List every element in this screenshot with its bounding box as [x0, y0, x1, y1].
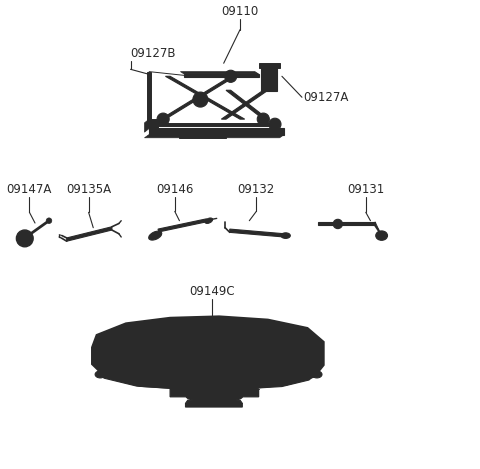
- Circle shape: [128, 323, 136, 331]
- Circle shape: [157, 113, 169, 125]
- Ellipse shape: [205, 218, 213, 223]
- Circle shape: [197, 96, 204, 103]
- Circle shape: [336, 222, 340, 226]
- Polygon shape: [104, 322, 311, 385]
- Polygon shape: [185, 400, 242, 407]
- Ellipse shape: [95, 348, 106, 356]
- Polygon shape: [161, 76, 235, 119]
- Polygon shape: [247, 333, 265, 344]
- Text: 09146: 09146: [156, 183, 193, 197]
- Ellipse shape: [281, 233, 290, 238]
- Text: 09149C: 09149C: [189, 285, 235, 297]
- Circle shape: [161, 117, 166, 121]
- Ellipse shape: [149, 231, 162, 240]
- Polygon shape: [180, 134, 226, 138]
- Polygon shape: [122, 338, 158, 363]
- Circle shape: [46, 218, 52, 224]
- Polygon shape: [165, 341, 216, 357]
- Polygon shape: [98, 366, 318, 389]
- Text: 09127A: 09127A: [303, 91, 348, 104]
- Polygon shape: [92, 316, 324, 389]
- Polygon shape: [158, 123, 275, 126]
- Polygon shape: [67, 227, 112, 241]
- Polygon shape: [226, 90, 268, 119]
- Circle shape: [228, 74, 233, 79]
- Ellipse shape: [186, 392, 242, 402]
- Text: 09131: 09131: [347, 183, 384, 197]
- Text: 09135A: 09135A: [66, 183, 111, 197]
- Text: 09147A: 09147A: [7, 183, 52, 197]
- Polygon shape: [113, 328, 300, 379]
- Polygon shape: [149, 129, 284, 135]
- Polygon shape: [261, 66, 277, 91]
- Circle shape: [21, 234, 29, 242]
- Polygon shape: [318, 222, 375, 226]
- Ellipse shape: [312, 348, 322, 356]
- Circle shape: [269, 118, 281, 130]
- Ellipse shape: [312, 371, 322, 378]
- Polygon shape: [149, 119, 158, 129]
- Polygon shape: [221, 90, 268, 119]
- Circle shape: [16, 230, 33, 247]
- Polygon shape: [144, 135, 284, 138]
- Ellipse shape: [193, 393, 235, 401]
- Circle shape: [378, 232, 385, 239]
- Circle shape: [257, 113, 269, 125]
- Text: 09127B: 09127B: [131, 47, 176, 60]
- Ellipse shape: [95, 371, 106, 378]
- Polygon shape: [158, 219, 207, 232]
- Polygon shape: [144, 119, 149, 132]
- Polygon shape: [259, 63, 279, 68]
- Polygon shape: [221, 332, 245, 343]
- Polygon shape: [166, 359, 216, 375]
- Circle shape: [225, 70, 237, 83]
- Polygon shape: [220, 343, 298, 362]
- Circle shape: [265, 74, 273, 81]
- Polygon shape: [180, 72, 259, 74]
- Polygon shape: [147, 72, 152, 123]
- Polygon shape: [166, 76, 245, 119]
- Text: 09110: 09110: [221, 5, 259, 18]
- Ellipse shape: [376, 231, 387, 240]
- Polygon shape: [230, 229, 284, 237]
- Circle shape: [261, 117, 265, 121]
- Circle shape: [119, 349, 130, 361]
- Polygon shape: [170, 384, 259, 397]
- Polygon shape: [267, 334, 296, 351]
- Circle shape: [193, 92, 208, 107]
- Circle shape: [333, 219, 343, 228]
- Polygon shape: [122, 362, 158, 370]
- Polygon shape: [184, 74, 259, 77]
- Text: 09132: 09132: [238, 183, 275, 197]
